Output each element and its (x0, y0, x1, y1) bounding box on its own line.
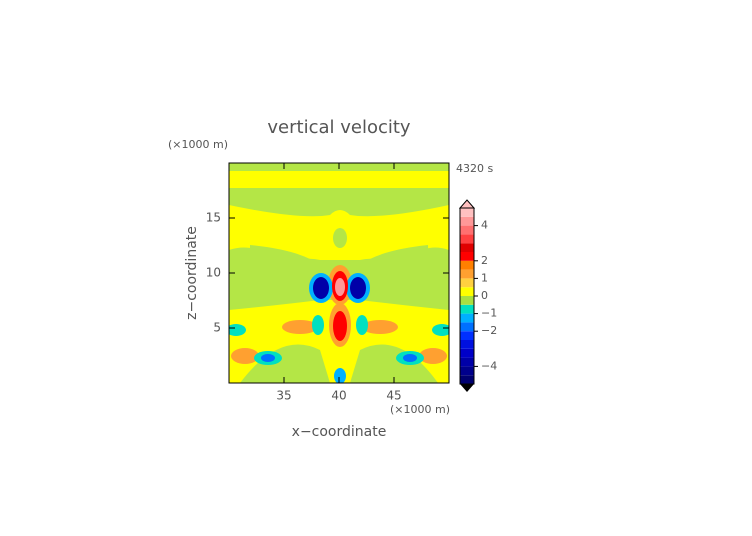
colorbar-tick-label: 4 (481, 219, 488, 232)
colorbar-top-arrow (458, 199, 476, 209)
x-tick-label: 35 (276, 389, 291, 403)
y-tick-label: 10 (206, 266, 221, 280)
colorbar-band (460, 252, 474, 261)
colorbar-band (460, 375, 474, 384)
colorbar-tick-label: 0 (481, 289, 488, 302)
colorbar-band (460, 260, 474, 270)
colorbar-band (460, 322, 474, 332)
colorbar-band (460, 304, 474, 314)
time-label: 4320 s (456, 162, 493, 175)
colorbar-band (460, 225, 474, 235)
colorbar-band (460, 278, 474, 288)
colorbar-tick-label: −4 (481, 359, 497, 372)
colorbar-band (460, 208, 474, 217)
colorbar-band (460, 296, 474, 305)
colorbar-band (460, 340, 474, 349)
colorbar-bottom-arrow (460, 384, 474, 392)
chart-title: vertical velocity (267, 117, 411, 138)
colorbar-band (460, 366, 474, 376)
colorbar-tick-label: 1 (481, 271, 488, 284)
y-tick-label: 15 (206, 211, 221, 225)
colorbar-band (460, 234, 474, 244)
colorbar-band (460, 243, 474, 252)
colorbar-band (460, 269, 474, 279)
colorbar-tick-label: −2 (481, 324, 497, 337)
y-unit: (×1000 m) (168, 138, 228, 151)
colorbar-band (460, 287, 474, 296)
y-axis-label: z−coordinate (184, 226, 200, 320)
y-tick-label: 5 (213, 321, 221, 335)
colorbar-tick-label: 2 (481, 254, 488, 267)
colorbar-band (460, 313, 474, 323)
colorbar-band (460, 331, 474, 340)
colorbar-band (460, 357, 474, 367)
contour-field (229, 163, 449, 383)
colorbar-band (460, 348, 474, 358)
x-tick-label: 45 (386, 389, 401, 403)
colorbar-band (460, 216, 474, 226)
x-axis-label: x−coordinate (292, 424, 387, 440)
x-unit: (×1000 m) (390, 403, 450, 416)
x-tick-label: 40 (331, 389, 346, 403)
colorbar-tick-label: −1 (481, 307, 497, 320)
